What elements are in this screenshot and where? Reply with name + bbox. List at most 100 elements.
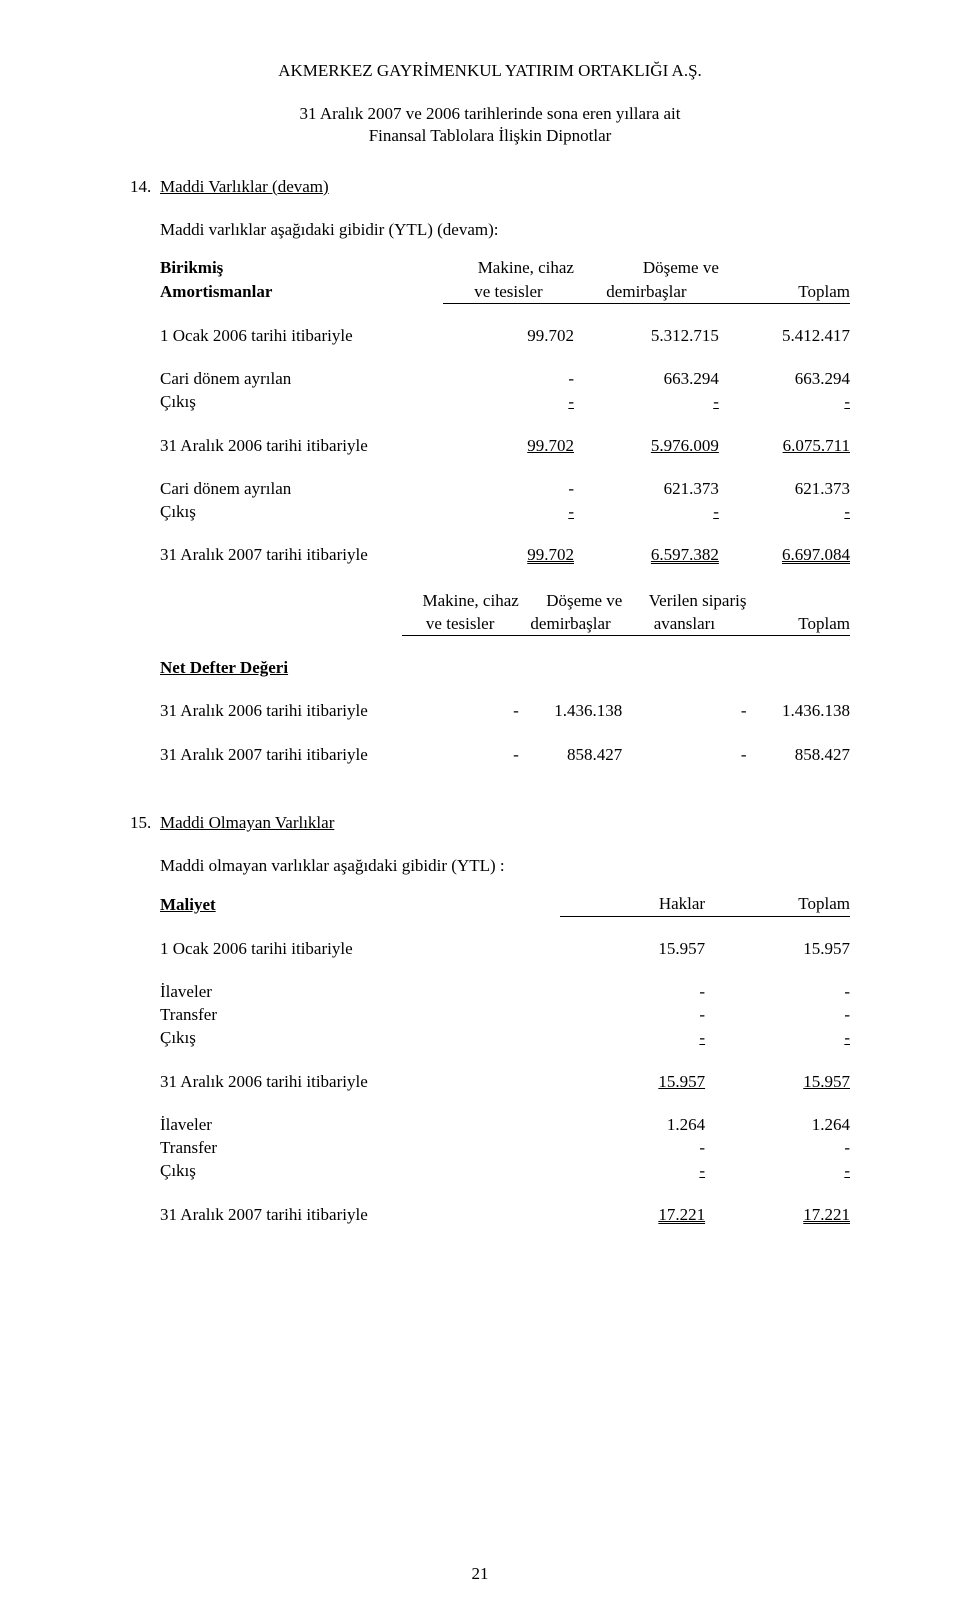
cell: - (443, 367, 574, 390)
cell-label: Çıkış (160, 1026, 560, 1049)
cell: 663.294 (574, 367, 719, 390)
section-15-title: Maddi Olmayan Varlıklar (160, 812, 850, 833)
cell: - (705, 1159, 850, 1182)
cell-label: Cari dönem ayrılan (160, 477, 443, 500)
cell: - (402, 699, 519, 722)
table-row: Çıkış - - - (160, 500, 850, 523)
cell: 858.427 (746, 743, 850, 766)
table-header-row-1: Makine, cihaz Döşeme ve Verilen sipariş (160, 589, 850, 612)
cell: - (560, 1136, 705, 1159)
section-15-intro: Maddi olmayan varlıklar aşağıdaki gibidi… (160, 855, 850, 876)
sub-header: 31 Aralık 2007 ve 2006 tarihlerinde sona… (130, 103, 850, 146)
table-row: 31 Aralık 2007 tarihi itibariyle - 858.4… (160, 743, 850, 766)
cell: - (705, 980, 850, 1003)
head-left: Maliyet (160, 892, 560, 916)
cell-label: 31 Aralık 2006 tarihi itibariyle (160, 1070, 560, 1093)
table-row: 31 Aralık 2006 tarihi itibariyle 15.957 … (160, 1070, 850, 1093)
cell: - (719, 500, 850, 523)
cell: 6.697.084 (782, 545, 850, 564)
table-row: 31 Aralık 2007 tarihi itibariyle 17.221 … (160, 1203, 850, 1226)
cell: 6.075.711 (719, 434, 850, 457)
cell-label: İlaveler (160, 980, 560, 1003)
cell: 5.976.009 (574, 434, 719, 457)
head-left-2: Amortismanlar (160, 280, 443, 304)
cell: - (705, 1003, 850, 1026)
cell-label: 31 Aralık 2007 tarihi itibariyle (160, 743, 402, 766)
table-header-row-2: ve tesisler demirbaşlar avansları Toplam (160, 612, 850, 636)
cell: 17.221 (803, 1205, 850, 1224)
table-row: 31 Aralık 2006 tarihi itibariyle 99.702 … (160, 434, 850, 457)
cell-label: Çıkış (160, 390, 443, 413)
cell: 1.436.138 (519, 699, 623, 722)
table-row: Çıkış - - (160, 1159, 850, 1182)
cell: 621.373 (719, 477, 850, 500)
section-15-number: 15. (130, 812, 160, 1226)
section-14-heading: 14. Maddi Varlıklar (devam) Maddi varlık… (130, 176, 850, 766)
section-14-intro: Maddi varlıklar aşağıdaki gibidir (YTL) … (160, 219, 850, 240)
cell: - (443, 477, 574, 500)
cell-label: 31 Aralık 2006 tarihi itibariyle (160, 699, 402, 722)
cell-label: 31 Aralık 2007 tarihi itibariyle (160, 1203, 560, 1226)
head-c4: Toplam (746, 612, 850, 636)
page-number: 21 (0, 1563, 960, 1584)
cell: 99.702 (527, 545, 574, 564)
head-c1b: ve tesisler (443, 280, 574, 304)
head-c2a: Döşeme ve (574, 256, 719, 279)
table-row: 31 Aralık 2007 tarihi itibariyle 99.702 … (160, 543, 850, 566)
table-row: Transfer - - (160, 1003, 850, 1026)
cell-label: İlaveler (160, 1113, 560, 1136)
section-14-title: Maddi Varlıklar (devam) (160, 176, 850, 197)
cell-label: Çıkış (160, 500, 443, 523)
cell: 1.264 (705, 1113, 850, 1136)
cell: - (705, 1026, 850, 1049)
table-header-row: Maliyet Haklar Toplam (160, 892, 850, 916)
head-c1: Haklar (560, 892, 705, 916)
cell-label: 1 Ocak 2006 tarihi itibariyle (160, 937, 560, 960)
cell: 621.373 (574, 477, 719, 500)
cell: - (705, 1136, 850, 1159)
table-row: 31 Aralık 2006 tarihi itibariyle - 1.436… (160, 699, 850, 722)
cell: 858.427 (519, 743, 623, 766)
cell: - (560, 980, 705, 1003)
sub-header-line1: 31 Aralık 2007 ve 2006 tarihlerinde sona… (130, 103, 850, 124)
cell: 1.264 (560, 1113, 705, 1136)
net-defter-table: Makine, cihaz Döşeme ve Verilen sipariş … (160, 589, 850, 766)
table-row: Çıkış - - - (160, 390, 850, 413)
cell: 15.957 (705, 1070, 850, 1093)
cell: 5.412.417 (719, 324, 850, 347)
cell: 15.957 (560, 1070, 705, 1093)
cell: 17.221 (658, 1205, 705, 1224)
cell: - (560, 1026, 705, 1049)
cell: 99.702 (443, 324, 574, 347)
cell: - (719, 390, 850, 413)
section-15-heading: 15. Maddi Olmayan Varlıklar Maddi olmaya… (130, 812, 850, 1226)
cell: - (443, 500, 574, 523)
table-row: 1 Ocak 2006 tarihi itibariyle 15.957 15.… (160, 937, 850, 960)
cell-label: Transfer (160, 1003, 560, 1026)
cell-label: Cari dönem ayrılan (160, 367, 443, 390)
cell: - (622, 743, 746, 766)
cell: 5.312.715 (574, 324, 719, 347)
company-title: AKMERKEZ GAYRİMENKUL YATIRIM ORTAKLIĞI A… (130, 60, 850, 81)
head-c3: Toplam (719, 280, 850, 304)
table-row: 1 Ocak 2006 tarihi itibariyle 99.702 5.3… (160, 324, 850, 347)
table-header-row-1: Birikmiş Makine, cihaz Döşeme ve (160, 256, 850, 279)
cell: 663.294 (719, 367, 850, 390)
cell: 15.957 (705, 937, 850, 960)
table-row: Transfer - - (160, 1136, 850, 1159)
cell: - (560, 1159, 705, 1182)
section-14-number: 14. (130, 176, 160, 766)
cell: - (574, 390, 719, 413)
cell: - (443, 390, 574, 413)
amortisman-table: Birikmiş Makine, cihaz Döşeme ve Amortis… (160, 256, 850, 566)
cell-label: 31 Aralık 2006 tarihi itibariyle (160, 434, 443, 457)
cell: - (574, 500, 719, 523)
cell: 1.436.138 (746, 699, 850, 722)
head-c2a: Döşeme ve (519, 589, 623, 612)
head-left-1: Birikmiş (160, 256, 443, 279)
sub-header-line2: Finansal Tablolara İlişkin Dipnotlar (130, 125, 850, 146)
net-defter-label: Net Defter Değeri (160, 656, 850, 679)
maliyet-table: Maliyet Haklar Toplam 1 Ocak 2006 tarihi… (160, 892, 850, 1226)
table-row: Cari dönem ayrılan - 621.373 621.373 (160, 477, 850, 500)
cell: 15.957 (560, 937, 705, 960)
